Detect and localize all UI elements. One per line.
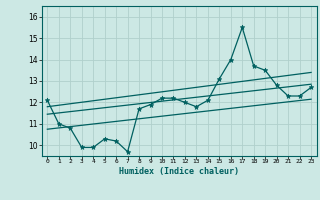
X-axis label: Humidex (Indice chaleur): Humidex (Indice chaleur): [119, 167, 239, 176]
